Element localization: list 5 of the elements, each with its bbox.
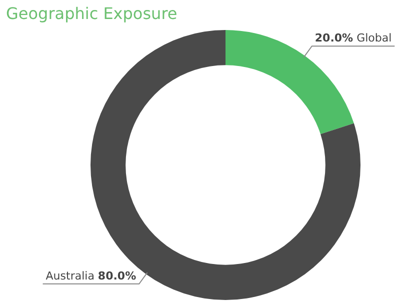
slice-label: Global (353, 31, 392, 44)
data-label: 80.0% (98, 269, 136, 282)
chart-title: Geographic Exposure (6, 4, 178, 23)
slice-label: Australia (46, 269, 98, 282)
data-label: 20.0% (314, 31, 354, 44)
